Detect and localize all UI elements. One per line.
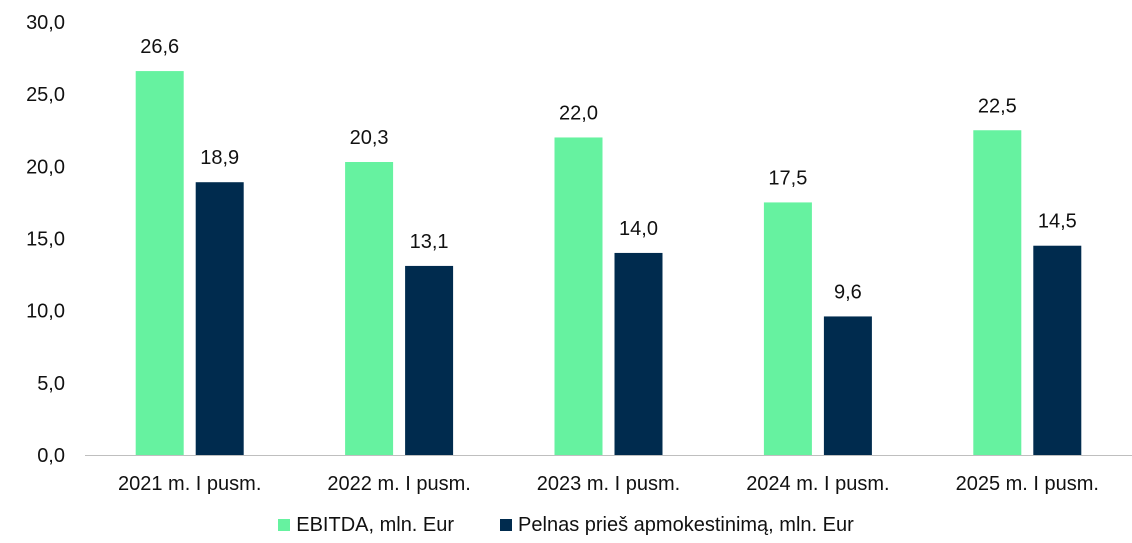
data-labels: 26,6 18,9 20,3 13,1 22,0 14,0 17,5 9,6 22,5 14,5: [140, 36, 1077, 303]
data-label: 18,9: [200, 147, 239, 169]
y-tick-label: 15,0: [26, 229, 65, 251]
bar-pelnas: [1033, 245, 1082, 455]
y-tick-label: 0,0: [37, 445, 65, 467]
x-tick-label: 2021 m. I pusm.: [118, 473, 261, 495]
bar-ebitda: [554, 137, 603, 455]
y-tick-label: 5,0: [37, 373, 65, 395]
y-axis: 0,0 5,0 10,0 15,0 20,0 25,0 30,0: [26, 12, 65, 467]
bar-pelnas: [823, 316, 872, 455]
data-label: 14,0: [619, 218, 658, 240]
y-tick-label: 25,0: [26, 84, 65, 106]
bar-ebitda: [345, 162, 394, 455]
data-label: 22,5: [978, 95, 1017, 117]
bar-ebitda: [135, 71, 184, 455]
data-label: 13,1: [410, 231, 449, 253]
x-tick-label: 2024 m. I pusm.: [746, 473, 889, 495]
legend-label-pelnas: Pelnas prieš apmokestinimą, mln. Eur: [518, 513, 854, 536]
data-label: 22,0: [559, 102, 598, 124]
bar-pelnas: [614, 252, 663, 455]
legend-label-ebitda: EBITDA, mln. Eur: [296, 513, 455, 536]
bar-chart: 0,0 5,0 10,0 15,0 20,0 25,0 30,0 2021 m. I pus…: [26, 12, 1132, 495]
legend-swatch-pelnas: [500, 519, 513, 531]
bars: [135, 71, 1082, 455]
data-label: 20,3: [350, 127, 389, 149]
x-tick-label: 2022 m. I pusm.: [327, 473, 470, 495]
legend-item-pelnas: Pelnas prieš apmokestinimą, mln. Eur: [500, 514, 854, 537]
bar-ebitda: [763, 202, 812, 455]
bar-pelnas: [195, 182, 244, 455]
data-label: 14,5: [1038, 211, 1077, 233]
bar-pelnas: [405, 265, 454, 455]
y-tick-label: 30,0: [26, 12, 65, 34]
x-tick-label: 2023 m. I pusm.: [537, 473, 680, 495]
x-axis: 2021 m. I pusm. 2022 m. I pusm. 2023 m. I …: [85, 455, 1132, 495]
y-tick-label: 10,0: [26, 301, 65, 323]
y-tick-label: 20,0: [26, 156, 65, 178]
legend-swatch-ebitda: [278, 519, 291, 531]
legend: EBITDA, mln. Eur Pelnas prieš apmokestin…: [0, 510, 1132, 540]
x-tick-label: 2025 m. I pusm.: [956, 473, 1099, 495]
data-label: 26,6: [140, 36, 179, 58]
data-label: 17,5: [768, 167, 807, 189]
data-label: 9,6: [834, 281, 862, 303]
bar-ebitda: [973, 130, 1022, 455]
legend-item-ebitda: EBITDA, mln. Eur: [278, 514, 454, 537]
